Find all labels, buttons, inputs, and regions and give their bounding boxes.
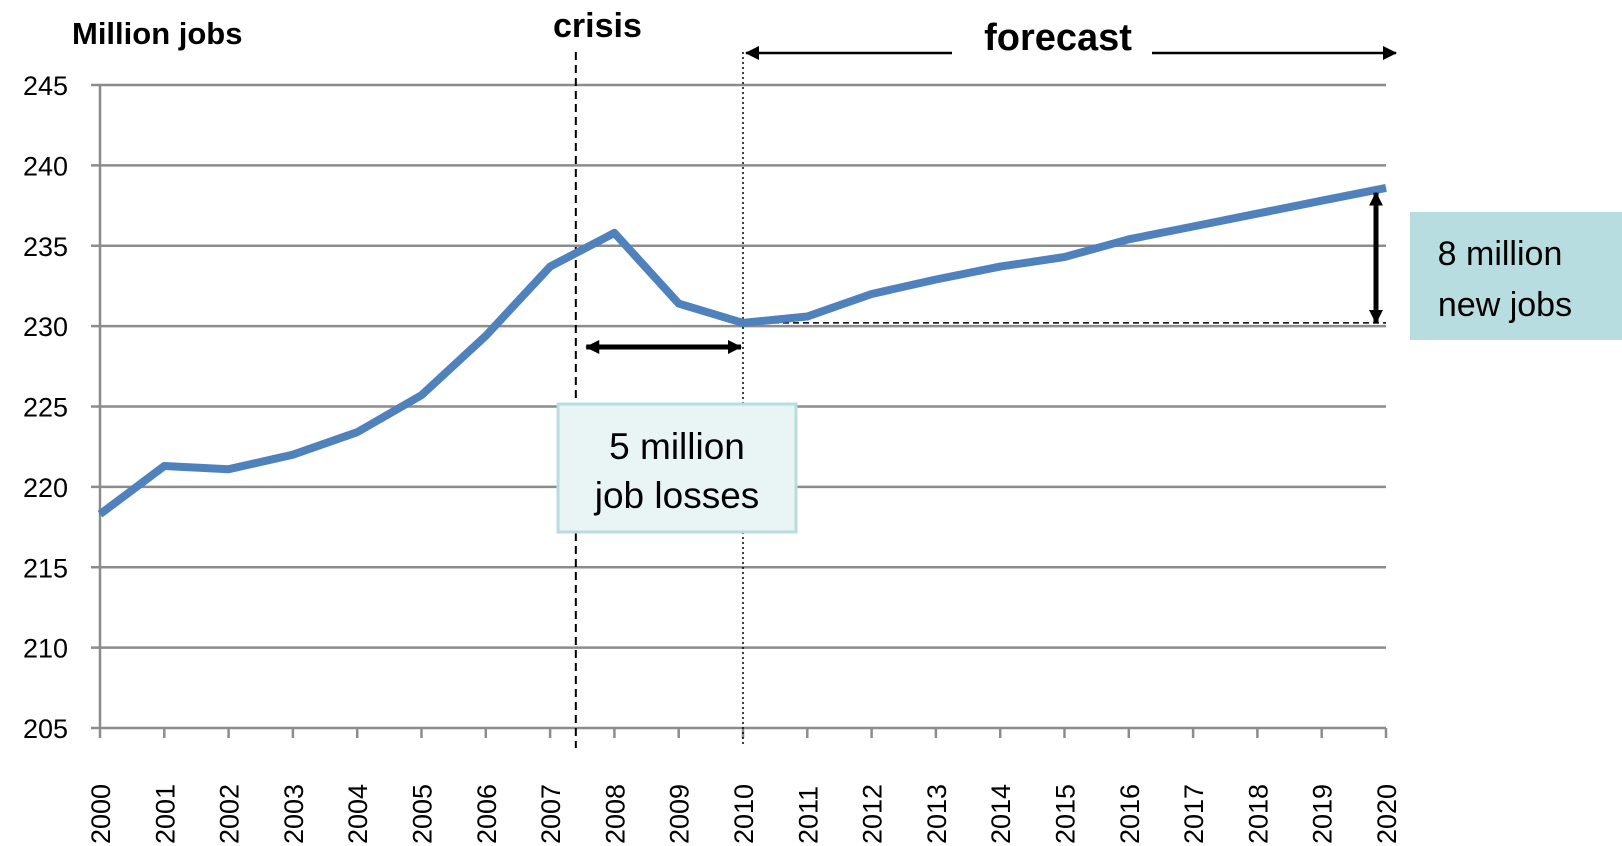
x-tick-label-2016: 2016: [1115, 784, 1145, 844]
job-losses-label-line1: 5 million: [609, 426, 745, 467]
crisis-label: crisis: [553, 7, 642, 45]
new-jobs-label-line1: 8 million: [1438, 235, 1563, 273]
y-tick-label-210: 210: [23, 634, 68, 664]
data-point-2006: [485, 335, 487, 337]
data-point-2000: [99, 513, 101, 515]
x-tick-label-2009: 2009: [665, 784, 695, 844]
data-point-2016: [1128, 238, 1130, 240]
annotations: [585, 46, 1397, 355]
data-point-2018: [1256, 213, 1258, 215]
y-tick-label-220: 220: [23, 473, 68, 503]
x-tick-label-2013: 2013: [922, 784, 952, 844]
x-tick-label-2006: 2006: [472, 784, 502, 844]
x-tick-label-2000: 2000: [86, 784, 116, 844]
y-axis-title: Million jobs: [72, 16, 243, 51]
x-tick-label-2010: 2010: [729, 784, 759, 844]
data-point-2004: [356, 431, 358, 433]
x-tick-label-2019: 2019: [1308, 784, 1338, 844]
axes: [91, 83, 1388, 738]
data-point-2013: [935, 279, 937, 281]
new-jobs-label-line2: new jobs: [1438, 286, 1572, 324]
job-losses-box: [556, 402, 798, 534]
data-point-2010: [742, 322, 744, 324]
data-point-2019: [1321, 200, 1323, 202]
data-point-2020: [1385, 187, 1387, 189]
x-tick-label-2001: 2001: [150, 784, 180, 844]
y-tick-label-215: 215: [23, 553, 68, 583]
data-point-2001: [163, 465, 165, 467]
y-tick-label-240: 240: [23, 151, 68, 181]
tick-labels: 205 210 215 220 225 230 235 240 245 2000 2001 2002 2…: [23, 71, 1402, 844]
job-losses-label-line2: job losses: [594, 475, 760, 516]
y-tick-label-225: 225: [23, 393, 68, 423]
x-tick-label-2002: 2002: [215, 784, 245, 844]
x-tick-label-2007: 2007: [536, 784, 566, 844]
x-tick-label-2018: 2018: [1243, 784, 1273, 844]
data-point-2003: [292, 454, 294, 456]
data-point-2012: [871, 293, 873, 295]
data-point-2017: [1192, 225, 1194, 227]
x-tick-label-2004: 2004: [343, 784, 373, 844]
x-tick-label-2015: 2015: [1051, 784, 1081, 844]
forecast-label: forecast: [984, 17, 1132, 59]
data-point-2007: [549, 266, 551, 268]
x-tick-label-2020: 2020: [1372, 784, 1402, 844]
series: [97, 183, 1387, 518]
y-tick-label-235: 235: [23, 232, 68, 262]
y-tick-label-205: 205: [23, 714, 68, 744]
x-tick-label-2012: 2012: [858, 784, 888, 844]
data-point-2008: [613, 232, 615, 234]
x-tick-label-2005: 2005: [408, 784, 438, 844]
data-point-2002: [228, 468, 230, 470]
data-point-2009: [678, 303, 680, 305]
y-tick-label-245: 245: [23, 71, 68, 101]
x-tick-label-2003: 2003: [279, 784, 309, 844]
data-point-2015: [1064, 256, 1065, 258]
y-tick-label-230: 230: [23, 312, 68, 342]
x-tick-label-2011: 2011: [793, 786, 823, 844]
annotation-lines: [574, 52, 1386, 748]
x-tick-label-2017: 2017: [1179, 784, 1209, 844]
x-tick-label-2014: 2014: [986, 784, 1016, 844]
data-point-2011: [806, 315, 808, 317]
new-jobs-box: [1410, 212, 1622, 340]
data-point-2014: [999, 266, 1001, 268]
x-tick-label-2008: 2008: [600, 784, 630, 844]
data-point-2005: [421, 394, 422, 396]
